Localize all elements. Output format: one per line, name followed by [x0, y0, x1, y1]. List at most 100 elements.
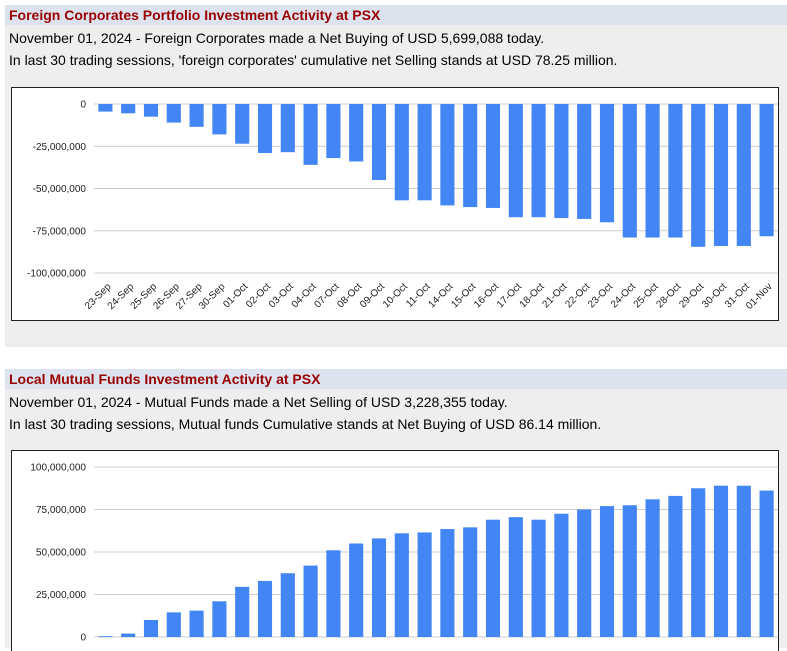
bar-10-Oct — [394, 104, 409, 201]
bar-27-Sep — [189, 104, 204, 127]
bar-11-Oct — [417, 532, 432, 637]
section-title: Local Mutual Funds Investment Activity a… — [5, 369, 787, 389]
bar-04-Oct — [303, 565, 318, 637]
section-title: Foreign Corporates Portfolio Investment … — [5, 5, 787, 25]
bar-25-Oct — [645, 104, 660, 238]
bar-08-Oct — [349, 104, 364, 162]
bar-24-Oct — [622, 104, 637, 238]
x-tick-label: 14-Oct — [427, 281, 456, 310]
bar-02-Oct — [257, 104, 273, 154]
y-tick-label: -100,000,000 — [27, 269, 86, 280]
x-tick-label: 18-Oct — [518, 281, 547, 310]
bar-02-Oct — [257, 580, 273, 637]
bar-16-Oct — [485, 104, 501, 208]
bar-24-Sep — [121, 104, 136, 114]
bar-23-Oct — [599, 506, 615, 637]
bar-23-Oct — [599, 104, 615, 223]
bar-25-Oct — [645, 499, 660, 637]
y-tick-label: -75,000,000 — [33, 226, 87, 237]
x-tick-label: 03-Oct — [267, 281, 296, 310]
bar-18-Oct — [531, 519, 546, 637]
foreign-corporates-section: Foreign Corporates Portfolio Investment … — [5, 5, 787, 347]
bar-31-Oct — [736, 104, 751, 246]
cumulative-summary: In last 30 trading sessions, 'foreign co… — [9, 52, 618, 68]
bar-15-Oct — [463, 527, 478, 637]
y-tick-label: 50,000,000 — [36, 548, 86, 559]
x-tick-label: 16-Oct — [472, 281, 501, 310]
foreign-corporates-chart: 0 -25,000,000 -50,000,000 -75,000,000 -100,0… — [11, 87, 779, 321]
bar-17-Oct — [508, 517, 523, 637]
y-tick-label: 0 — [80, 633, 86, 644]
bar-30-Sep — [212, 601, 227, 637]
bar-30-Oct — [713, 104, 729, 246]
bar-16-Oct — [485, 519, 501, 637]
bar-09-Oct — [371, 538, 387, 637]
x-tick-label: 09-Oct — [358, 281, 387, 310]
bar-01-Nov — [759, 104, 774, 237]
bar-01-Nov — [759, 490, 774, 637]
x-tick-label: 24-Oct — [609, 281, 638, 310]
y-tick-label: 100,000,000 — [30, 463, 86, 474]
bar-25-Sep — [143, 620, 159, 637]
bar-25-Sep — [143, 104, 159, 117]
bar-21-Oct — [554, 513, 569, 637]
y-tick-label: 75,000,000 — [36, 505, 86, 516]
bar-03-Oct — [280, 104, 295, 153]
x-tick-label: 08-Oct — [335, 281, 364, 310]
y-tick-label: 25,000,000 — [36, 590, 86, 601]
x-tick-label: 21-Oct — [541, 281, 570, 310]
x-tick-label: 17-Oct — [495, 281, 524, 310]
bar-15-Oct — [463, 104, 478, 208]
x-tick-label: 15-Oct — [449, 281, 478, 310]
bar-23-Sep — [98, 104, 113, 112]
bar-31-Oct — [736, 485, 751, 637]
bar-27-Sep — [189, 610, 204, 637]
bar-07-Oct — [326, 104, 341, 159]
y-tick-label: -25,000,000 — [33, 142, 87, 153]
x-tick-label: 04-Oct — [290, 281, 319, 310]
bar-26-Sep — [166, 612, 181, 637]
bar-01-Oct — [235, 104, 250, 144]
bar-14-Oct — [440, 104, 455, 206]
bar-14-Oct — [440, 529, 455, 637]
x-tick-label: 02-Oct — [244, 281, 273, 310]
x-tick-label: 22-Oct — [563, 281, 592, 310]
bar-24-Sep — [121, 633, 136, 637]
x-tick-label: 10-Oct — [381, 281, 410, 310]
bar-03-Oct — [280, 573, 295, 637]
cumulative-summary: In last 30 trading sessions, Mutual fund… — [9, 416, 602, 432]
bar-26-Sep — [166, 104, 181, 123]
bar-18-Oct — [531, 104, 546, 218]
foreign-corporates-chart-svg: 0 -25,000,000 -50,000,000 -75,000,000 -100,0… — [27, 100, 778, 312]
bar-07-Oct — [326, 550, 341, 637]
bar-09-Oct — [371, 104, 387, 181]
bar-22-Oct — [577, 509, 592, 637]
x-tick-label: 29-Oct — [677, 281, 706, 310]
bar-21-Oct — [554, 104, 569, 219]
bar-30-Sep — [212, 104, 227, 135]
y-tick-label: 0 — [80, 100, 86, 111]
bar-11-Oct — [417, 104, 432, 201]
bar-29-Oct — [691, 488, 706, 637]
mutual-funds-chart-svg: 0 25,000,000 50,000,000 75,000,000 100,000,0… — [30, 463, 778, 644]
bar-29-Oct — [691, 104, 706, 247]
x-tick-label: 30-Sep — [197, 281, 228, 312]
y-tick-label: -50,000,000 — [33, 184, 87, 195]
bar-24-Oct — [622, 505, 637, 637]
bar-08-Oct — [349, 543, 364, 637]
x-tick-label: 07-Oct — [313, 281, 342, 310]
mutual-funds-section: Local Mutual Funds Investment Activity a… — [5, 369, 787, 651]
bar-28-Oct — [668, 104, 683, 238]
bar-23-Sep — [98, 636, 113, 637]
today-summary: November 01, 2024 - Mutual Funds made a … — [9, 394, 508, 410]
bar-17-Oct — [508, 104, 523, 218]
bar-30-Oct — [713, 485, 729, 637]
bar-04-Oct — [303, 104, 318, 165]
bar-01-Oct — [235, 586, 250, 637]
x-tick-label: 30-Oct — [700, 281, 729, 310]
bar-28-Oct — [668, 495, 683, 637]
today-summary: November 01, 2024 - Foreign Corporates m… — [9, 30, 545, 46]
x-tick-label: 23-Oct — [586, 281, 615, 310]
x-tick-label: 28-Oct — [655, 281, 684, 310]
x-tick-label: 25-Oct — [632, 281, 661, 310]
